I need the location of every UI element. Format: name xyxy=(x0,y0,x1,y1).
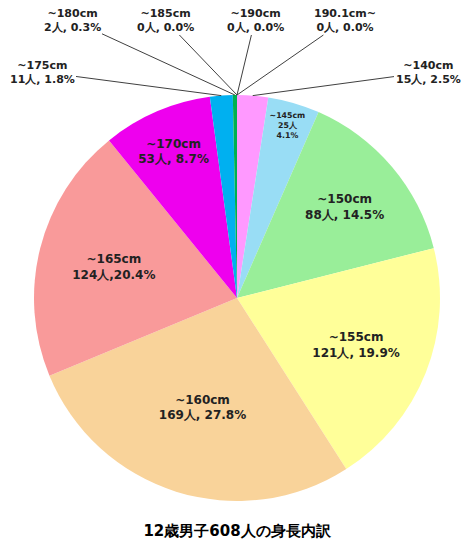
svg-text:~175cm11人, 1.8%: ~175cm11人, 1.8% xyxy=(10,59,75,86)
svg-text:~180cm2人, 0.3%: ~180cm2人, 0.3% xyxy=(44,7,101,34)
svg-text:~150cm88人, 14.5%: ~150cm88人, 14.5% xyxy=(305,192,384,222)
svg-text:190.1cm~0人, 0.0%: 190.1cm~0人, 0.0% xyxy=(314,7,376,34)
svg-text:~165cm124人,20.4%: ~165cm124人,20.4% xyxy=(72,252,155,282)
svg-text:~185cm0人, 0.0%: ~185cm0人, 0.0% xyxy=(137,7,194,34)
svg-text:~170cm53人, 8.7%: ~170cm53人, 8.7% xyxy=(138,137,209,167)
svg-text:~155cm121人, 19.9%: ~155cm121人, 19.9% xyxy=(312,330,399,360)
svg-text:12歳男子608人の身長内訳: 12歳男子608人の身長内訳 xyxy=(143,522,331,540)
svg-text:~160cm169人, 27.8%: ~160cm169人, 27.8% xyxy=(159,393,246,423)
svg-text:~145cm25人4.1%: ~145cm25人4.1% xyxy=(270,111,306,140)
svg-text:~140cm15人, 2.5%: ~140cm15人, 2.5% xyxy=(396,59,461,86)
svg-text:~190cm0人, 0.0%: ~190cm0人, 0.0% xyxy=(227,7,284,34)
